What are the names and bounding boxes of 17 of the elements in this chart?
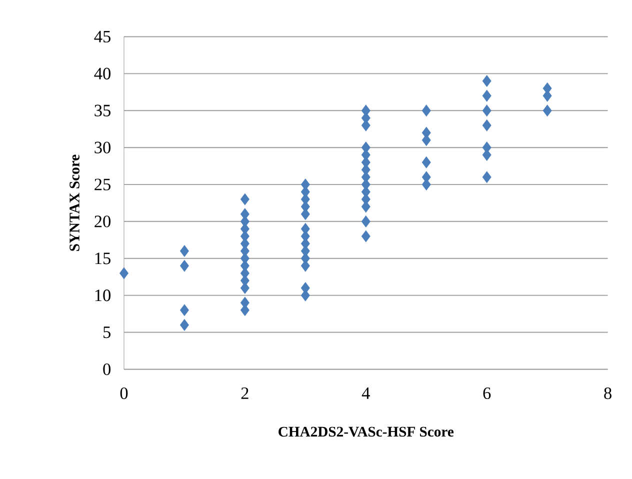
y-tick-label: 45 bbox=[94, 30, 110, 42]
x-tick-label: 2 bbox=[241, 387, 248, 399]
x-tick-label: 4 bbox=[362, 387, 370, 399]
y-tick-label: 5 bbox=[104, 326, 110, 338]
y-tick-label: 25 bbox=[94, 178, 110, 190]
x-tick-label: 6 bbox=[483, 387, 491, 400]
y-tick-label: 10 bbox=[95, 290, 110, 302]
y-tick-label: 15 bbox=[95, 252, 110, 264]
y-tick-label: 0 bbox=[103, 364, 110, 376]
x-tick-label: 0 bbox=[120, 388, 128, 400]
x-axis-title: CHA2DS2-VASc-HSF Score bbox=[278, 426, 454, 437]
y-tick-label: 20 bbox=[94, 216, 110, 228]
y-tick-label: 35 bbox=[94, 104, 110, 116]
y-tick-label: 40 bbox=[94, 68, 110, 80]
y-tick-label: 30 bbox=[94, 142, 110, 154]
y-axis-title: SYNTAX Score bbox=[70, 154, 80, 251]
x-tick-label: 8 bbox=[604, 388, 612, 400]
